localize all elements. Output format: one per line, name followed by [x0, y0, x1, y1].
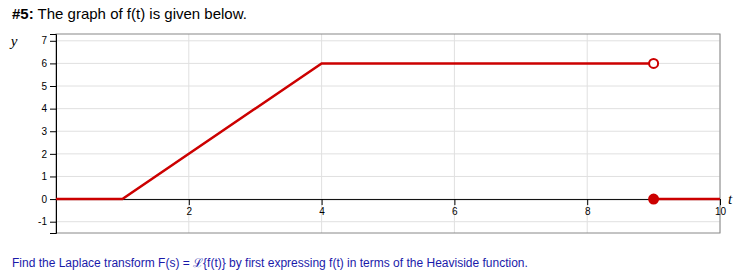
- y-tick-mark: [50, 109, 56, 110]
- title-prefix: #5:: [12, 5, 34, 22]
- y-tick: 4: [41, 103, 56, 114]
- y-tick-label: 7: [41, 35, 47, 46]
- y-tick-mark: [50, 222, 56, 223]
- y-tick-label: 4: [41, 103, 47, 114]
- x-tick-label: 6: [452, 206, 458, 217]
- grid-line-y: [56, 221, 720, 222]
- y-axis: -1 0 1 2 3 4 5 6 7: [38, 35, 56, 234]
- y-tick-label: 1: [41, 171, 47, 182]
- x-tick-mark: [189, 199, 190, 205]
- x-tick: 10: [715, 199, 727, 217]
- x-tick-mark: [322, 199, 323, 205]
- grid-line-y: [56, 86, 720, 87]
- y-tick-label: -1: [38, 216, 47, 227]
- grid-line-y: [56, 131, 720, 132]
- title: #5: The graph of f(t) is given below.: [12, 5, 247, 22]
- y-tick-mark: [50, 154, 56, 155]
- x-tick: 6: [452, 199, 458, 217]
- x-axis-line: [57, 200, 721, 206]
- x-tick-mark: [454, 199, 455, 205]
- y-tick: 0: [41, 194, 56, 205]
- y-tick-mark: [50, 131, 56, 132]
- grid-line-y: [56, 108, 720, 109]
- grid-line-y: [56, 153, 720, 154]
- x-tick-label: 2: [187, 206, 193, 217]
- plot-frame: [56, 34, 720, 233]
- y-tick: 3: [41, 126, 56, 137]
- x-tick-label: 8: [585, 206, 591, 217]
- y-axis-label: y: [9, 33, 18, 49]
- x-tick-mark: [720, 199, 721, 205]
- x-tick-mark: [587, 199, 588, 205]
- y-tick-mark: [50, 199, 56, 200]
- y-tick-label: 6: [41, 58, 47, 69]
- marks: [56, 59, 720, 204]
- y-tick: 2: [41, 149, 56, 160]
- y-tick-mark: [50, 41, 56, 42]
- x-tick: 4: [319, 199, 325, 217]
- line: [56, 63, 720, 199]
- y-tick-mark: [50, 86, 56, 87]
- y-tick-label: 5: [41, 81, 47, 92]
- y-tick-mark: [50, 176, 56, 177]
- y-tick-mark: [50, 63, 56, 64]
- chart: #5: The graph of f(t) is given below. 2 4 6…: [0, 0, 750, 275]
- x-tick: 2: [187, 199, 193, 217]
- annotation: Find the Laplace transform F(s) = ℒ{f(t)…: [12, 256, 528, 270]
- y-tick-label: 2: [41, 149, 47, 160]
- x-tick-label: 4: [319, 206, 325, 217]
- y-tick-label: 0: [41, 194, 47, 205]
- x-tick: 8: [585, 199, 591, 217]
- x-axis: 2 4 6 8 10: [57, 199, 727, 217]
- y-tick: -1: [38, 216, 56, 227]
- title-rest: The graph of f(t) is given below.: [34, 5, 247, 22]
- y-tick: 6: [41, 58, 56, 69]
- y-tick-label: 3: [41, 126, 47, 137]
- y-axis-line: [50, 35, 57, 234]
- open-point: [649, 59, 658, 68]
- grid: [56, 34, 720, 233]
- x-tick-label: 10: [715, 206, 727, 217]
- y-tick: 7: [41, 35, 56, 46]
- y-tick: 1: [41, 171, 56, 182]
- x-axis-label: t: [728, 191, 733, 207]
- grid-line-y: [56, 40, 720, 41]
- point: [649, 195, 658, 204]
- y-tick: 5: [41, 81, 56, 92]
